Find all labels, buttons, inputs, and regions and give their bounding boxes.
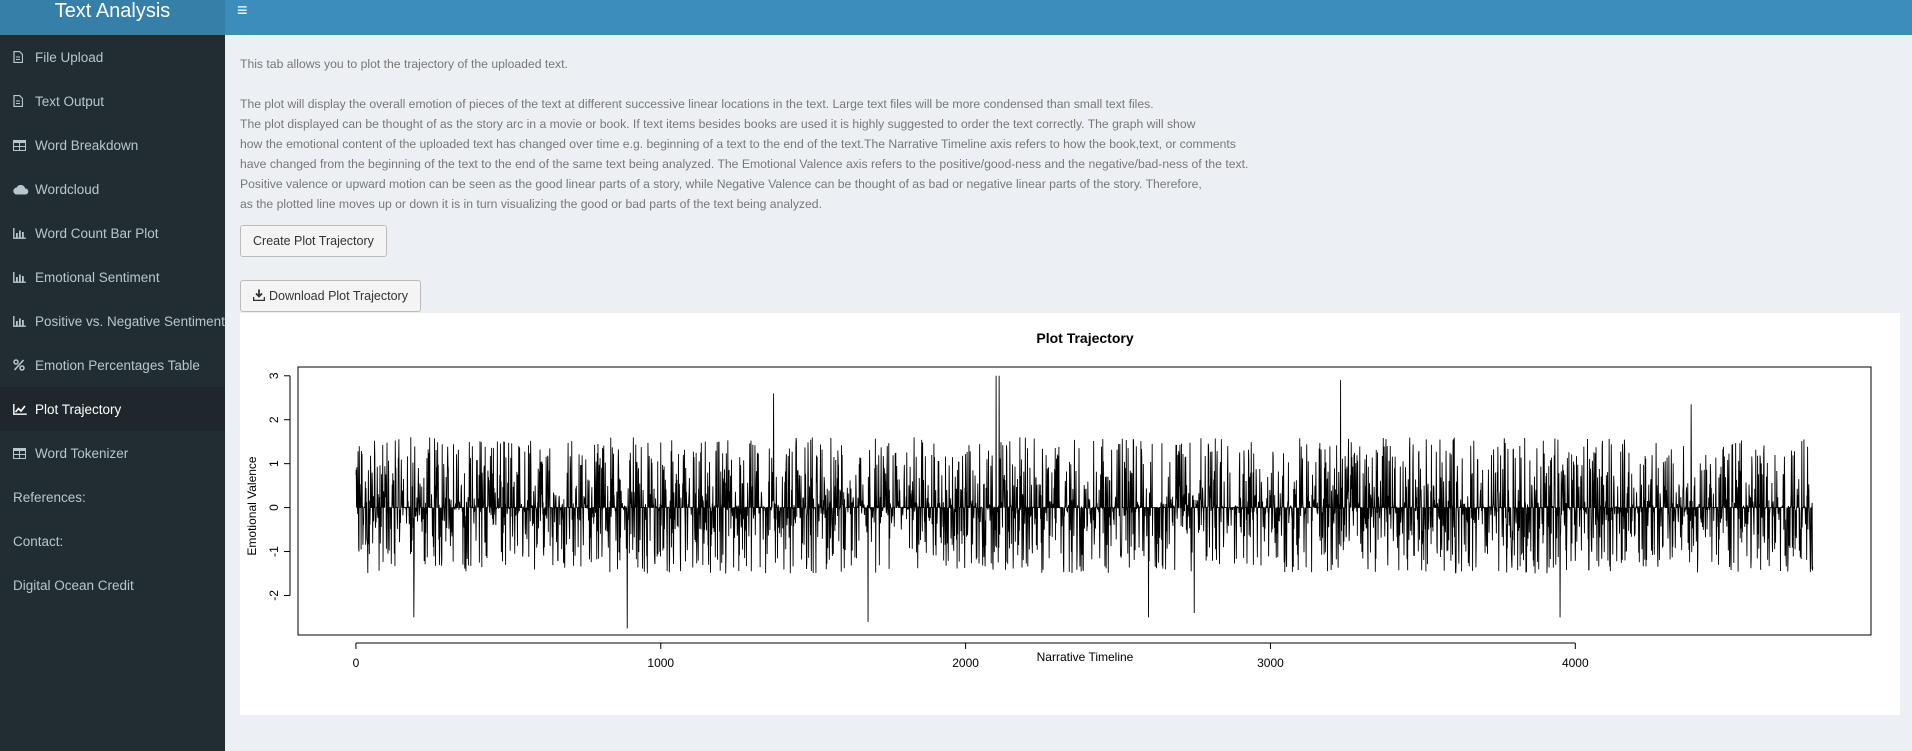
description-line: The plot displayed can be thought of as … <box>240 117 1196 131</box>
description-line: The plot will display the overall emotio… <box>240 97 1154 111</box>
x-tick-label: 1000 <box>647 656 674 670</box>
sidebar-item-word-count-bar-plot[interactable]: Word Count Bar Plot <box>0 211 225 255</box>
axes: 0 1000 2000 3000 4000 -2 -1 0 1 2 3 <box>267 372 1589 670</box>
file-icon <box>13 95 35 107</box>
sidebar-item-label: Plot Trajectory <box>35 401 122 417</box>
sidebar-item-label: Contact: <box>13 533 64 549</box>
plot-frame <box>297 366 1872 636</box>
download-button-label: Download Plot Trajectory <box>269 289 408 303</box>
line-chart-icon <box>13 403 35 415</box>
sidebar-item-label: Emotional Sentiment <box>35 269 160 285</box>
sidebar-item-text-output[interactable]: Text Output <box>0 79 225 123</box>
sidebar-item-positive-vs-negative[interactable]: Positive vs. Negative Sentiment <box>0 299 225 343</box>
sidebar-item-plot-trajectory[interactable]: Plot Trajectory <box>0 387 225 431</box>
percent-icon <box>13 359 35 371</box>
sidebar-toggle-icon[interactable]: ≡ <box>237 0 248 20</box>
sidebar-item-label: Positive vs. Negative Sentiment <box>35 313 225 329</box>
create-plot-trajectory-button[interactable]: Create Plot Trajectory <box>240 225 387 257</box>
sidebar-item-wordcloud[interactable]: Wordcloud <box>0 167 225 211</box>
bar-chart-icon <box>13 271 35 283</box>
spacer <box>240 74 1440 94</box>
x-tick-label: 2000 <box>952 656 979 670</box>
intro-text: This tab allows you to plot the trajecto… <box>240 57 568 71</box>
plot-trajectory-chart: Plot Trajectory Narrative Timeline Emoti… <box>245 330 1872 670</box>
sidebar-item-word-tokenizer[interactable]: Word Tokenizer <box>0 431 225 475</box>
app-title: Text Analysis <box>0 0 225 35</box>
y-tick-label: 1 <box>267 460 281 467</box>
trajectory-line <box>355 375 1814 629</box>
description-line: how the emotional content of the uploade… <box>240 137 1236 151</box>
bar-chart-icon <box>13 315 35 327</box>
sidebar-item-emotion-percentages[interactable]: Emotion Percentages Table <box>0 343 225 387</box>
x-axis-label: Narrative Timeline <box>1037 650 1134 664</box>
x-tick-label: 0 <box>353 656 360 670</box>
download-icon <box>252 289 266 304</box>
sidebar-item-label: File Upload <box>35 49 104 65</box>
sidebar-item-word-breakdown[interactable]: Word Breakdown <box>0 123 225 167</box>
sidebar-item-label: Text Output <box>35 93 105 109</box>
y-tick-label: -2 <box>267 590 281 601</box>
sidebar-item-label: Word Breakdown <box>35 137 139 153</box>
table-icon <box>13 139 35 151</box>
description-line: have changed from the beginning of the t… <box>240 157 1249 171</box>
sidebar-item-file-upload[interactable]: File Upload <box>0 35 225 79</box>
y-tick-label: -1 <box>267 546 281 557</box>
table-icon <box>13 447 35 459</box>
sidebar-item-emotional-sentiment[interactable]: Emotional Sentiment <box>0 255 225 299</box>
main-content: This tab allows you to plot the trajecto… <box>225 35 1912 751</box>
y-axis-label: Emotional Valence <box>245 456 259 555</box>
sidebar-item-label: Wordcloud <box>35 181 100 197</box>
sidebar: File Upload Text Output Word Breakdown W… <box>0 35 225 751</box>
x-tick-label: 3000 <box>1257 656 1284 670</box>
sidebar-item-contact[interactable]: Contact: <box>0 519 225 563</box>
y-tick-label: 0 <box>267 504 281 511</box>
download-plot-trajectory-button[interactable]: Download Plot Trajectory <box>240 280 421 312</box>
y-tick-label: 2 <box>267 416 281 423</box>
bar-chart-icon <box>13 227 35 239</box>
series-line <box>355 375 1814 629</box>
y-tick-label: 3 <box>267 372 281 379</box>
sidebar-item-digital-ocean-credit[interactable]: Digital Ocean Credit <box>0 563 225 607</box>
x-tick-label: 4000 <box>1562 656 1589 670</box>
description: This tab allows you to plot the trajecto… <box>240 54 1440 214</box>
sidebar-item-references[interactable]: References: <box>0 475 225 519</box>
chart-title: Plot Trajectory <box>1036 330 1133 346</box>
sidebar-item-label: Word Count Bar Plot <box>35 225 159 241</box>
description-line: Positive valence or upward motion can be… <box>240 177 1202 191</box>
top-navbar: ≡ <box>225 0 1912 35</box>
plot-panel: Plot Trajectory Narrative Timeline Emoti… <box>240 313 1900 715</box>
description-line: as the plotted line moves up or down it … <box>240 197 822 211</box>
file-icon <box>13 51 35 63</box>
sidebar-item-label: References: <box>13 489 86 505</box>
sidebar-item-label: Digital Ocean Credit <box>13 577 134 593</box>
sidebar-item-label: Emotion Percentages Table <box>35 357 200 373</box>
sidebar-item-label: Word Tokenizer <box>35 445 129 461</box>
cloud-icon <box>13 184 35 195</box>
